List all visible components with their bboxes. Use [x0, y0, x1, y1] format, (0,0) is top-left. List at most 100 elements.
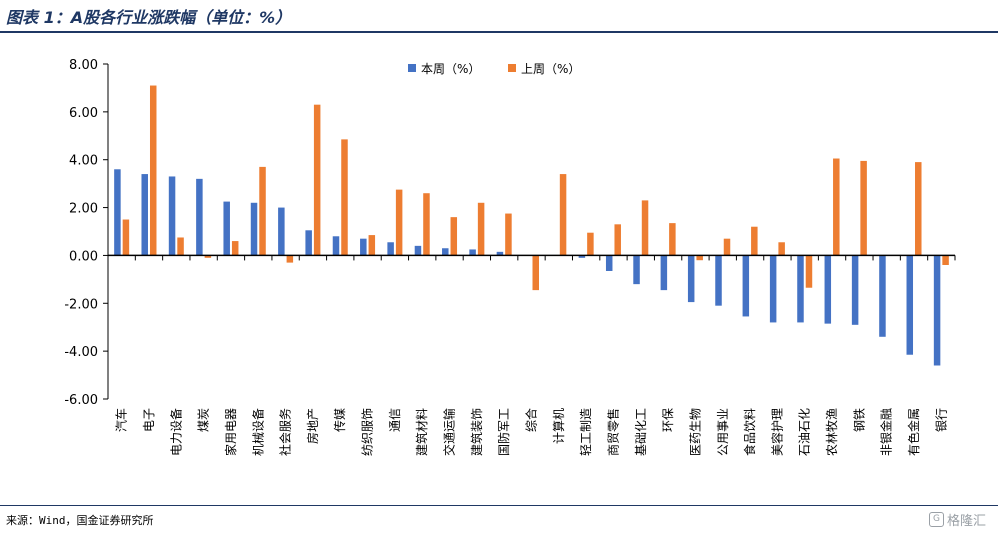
- y-tick-label: 4.00: [69, 154, 98, 169]
- category-label: 计算机: [551, 408, 566, 444]
- bar-last-week: [423, 193, 430, 256]
- category-label: 公用事业: [716, 408, 730, 456]
- bar-this-week: [879, 255, 886, 337]
- bar-this-week: [633, 255, 640, 285]
- bar-last-week: [177, 237, 184, 256]
- bar-last-week: [805, 255, 813, 288]
- watermark: G 格隆汇: [928, 510, 986, 529]
- legend-swatch-this-week: [408, 64, 416, 72]
- category-label: 交通运输: [442, 408, 457, 456]
- bar-this-week: [141, 174, 148, 256]
- category-label: 煤炭: [197, 408, 211, 432]
- legend-label-last-week: 上周（%）: [521, 62, 580, 76]
- bar-last-week: [778, 242, 785, 256]
- bar-last-week: [505, 213, 512, 256]
- watermark-text: 格隆汇: [946, 514, 986, 529]
- source-note: 来源：Wind，国金证券研究所: [6, 514, 154, 527]
- bar-last-week: [450, 217, 458, 256]
- bar-this-week: [769, 255, 777, 323]
- category-label: 银行: [934, 408, 948, 432]
- category-label: 基础化工: [634, 408, 648, 456]
- bar-this-week: [824, 255, 832, 324]
- category-label: 通信: [388, 408, 402, 432]
- category-label: 机械设备: [250, 408, 265, 456]
- bar-this-week: [715, 255, 722, 306]
- bar-last-week: [915, 162, 922, 256]
- bar-this-week: [578, 255, 586, 258]
- category-label: 医药生物: [688, 408, 702, 456]
- y-tick-label: 2.00: [69, 202, 98, 217]
- bar-this-week: [469, 249, 476, 256]
- bar-this-week: [196, 178, 203, 256]
- bar-last-week: [669, 223, 676, 256]
- bar-last-week: [696, 255, 703, 261]
- y-tick-label: -2.00: [64, 297, 98, 312]
- bar-this-week: [660, 255, 668, 291]
- footer-divider: [0, 505, 998, 506]
- y-axis: 8.00 6.00 4.00 2.00 0.00 -2.00 -4.00 -6.00: [64, 58, 109, 408]
- bar-last-week: [860, 160, 867, 256]
- bar-this-week: [278, 207, 285, 256]
- bar-this-week: [933, 255, 941, 366]
- category-label: 钢铁: [852, 408, 866, 432]
- bar-this-week: [223, 201, 230, 256]
- category-label: 房地产: [305, 408, 320, 444]
- bar-this-week: [605, 255, 613, 271]
- category-label: 轻工制造: [579, 408, 593, 456]
- legend: 本周（%） 上周（%）: [408, 62, 580, 76]
- watermark-logo-icon: G: [928, 512, 944, 527]
- bar-this-week: [851, 255, 859, 325]
- legend-label-this-week: 本周（%）: [421, 62, 480, 76]
- bar-last-week: [149, 85, 157, 256]
- category-label: 有色金属: [906, 408, 921, 456]
- bar-last-week: [259, 166, 266, 256]
- bar-this-week: [496, 251, 504, 256]
- category-label: 非银金融: [879, 408, 894, 456]
- category-label: 建筑材料: [414, 408, 429, 456]
- bar-last-week: [477, 202, 485, 256]
- bar-last-week: [204, 255, 212, 258]
- category-label: 家用电器: [223, 408, 238, 456]
- legend-swatch-last-week: [508, 64, 516, 72]
- bar-this-week: [442, 248, 449, 256]
- category-label: 电子: [142, 408, 156, 432]
- category-label: 农林牧渔: [825, 408, 839, 456]
- y-tick-label: 6.00: [69, 106, 98, 121]
- bar-last-week: [313, 104, 321, 256]
- y-tick-label: -6.00: [64, 393, 98, 408]
- bar-last-week: [368, 235, 376, 256]
- x-axis: [107, 254, 956, 261]
- bar-last-week: [231, 241, 239, 256]
- y-tick-label: 8.00: [69, 58, 98, 73]
- y-tick-label: 0.00: [69, 249, 98, 264]
- category-labels: 汽车 电子 电力设备 煤炭 家用电器 机械设备 社会服务 房地产 传媒 纺织服饰 通信 建筑材料 交通运…: [114, 408, 949, 456]
- bar-this-week: [250, 202, 258, 256]
- category-label: 美容护理: [769, 408, 784, 456]
- bar-last-week: [122, 219, 130, 256]
- bar-this-week: [305, 230, 312, 256]
- bar-last-week: [286, 255, 294, 263]
- category-label: 社会服务: [278, 408, 293, 456]
- bar-last-week: [614, 224, 621, 256]
- bar-this-week: [360, 238, 367, 256]
- bar-last-week: [532, 255, 539, 291]
- bar-last-week: [587, 232, 594, 256]
- category-label: 纺织服饰: [361, 408, 375, 456]
- category-label: 商贸零售: [605, 408, 620, 456]
- bar-last-week: [751, 226, 758, 256]
- bar-this-week: [906, 255, 914, 355]
- category-label: 石油石化: [798, 408, 812, 456]
- bar-chart: 8.00 6.00 4.00 2.00 0.00 -2.00 -4.00 -6.00 汽车 电子…: [64, 58, 956, 456]
- bar-last-week: [942, 255, 949, 265]
- title-divider: [0, 31, 998, 33]
- bar-last-week: [833, 158, 840, 256]
- bar-this-week: [687, 255, 695, 303]
- figure-title: 图表 1：A股各行业涨跌幅（单位：%）: [6, 8, 292, 27]
- category-label: 国防军工: [496, 408, 511, 456]
- bar-this-week: [797, 255, 804, 323]
- bar-this-week: [387, 242, 394, 256]
- bar-this-week: [414, 245, 422, 256]
- category-label: 食品饮料: [742, 408, 757, 456]
- category-label: 环保: [661, 408, 675, 432]
- bar-this-week: [168, 176, 176, 256]
